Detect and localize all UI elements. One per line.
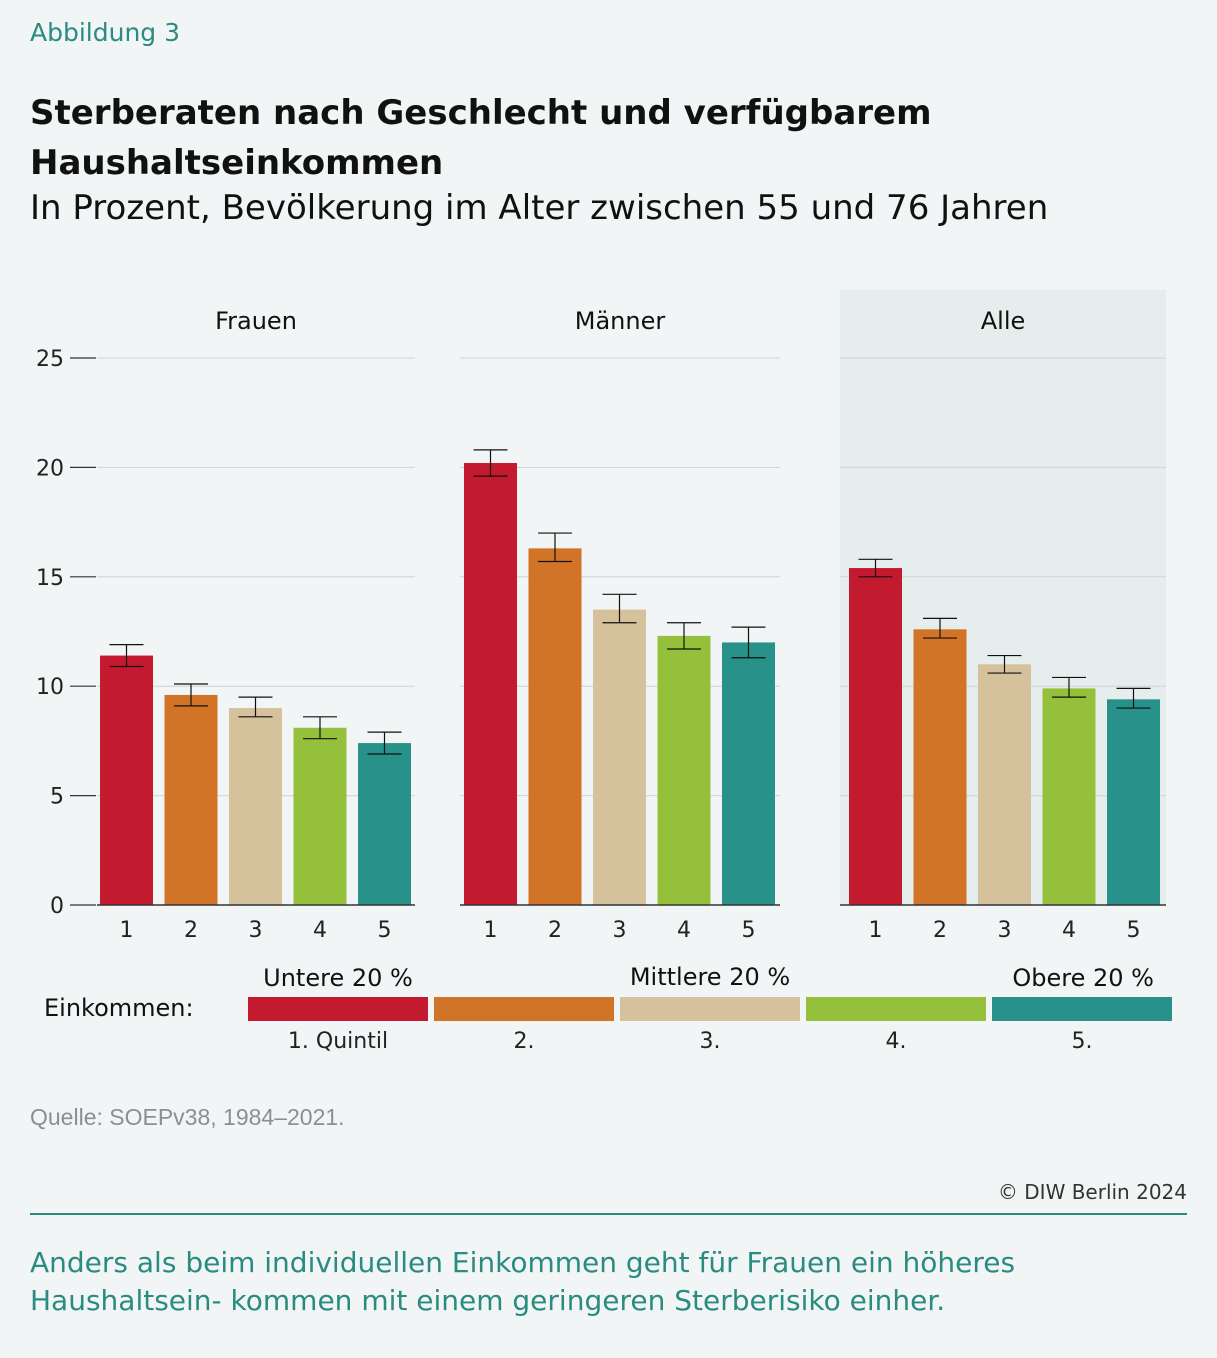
legend-swatch: [620, 997, 800, 1021]
bar: [358, 743, 411, 905]
caption: Anders als beim individuellen Einkommen …: [30, 1246, 1016, 1317]
legend-item-label: 4.: [886, 1029, 907, 1054]
legend-swatch: [434, 997, 614, 1021]
x-tick-label: 4: [1062, 918, 1076, 943]
x-tick-label: 2: [548, 918, 562, 943]
bar: [1042, 688, 1096, 905]
legend-item-label: 3.: [700, 1029, 721, 1054]
y-tick-label: 0: [50, 894, 64, 919]
legend-item-label: 1. Quintil: [288, 1029, 388, 1054]
panel-title: Alle: [981, 307, 1026, 335]
bar-chart: 0 5 10 15 20 25 Frauen 1 2 3 4 5 Männer 1 2 3 4 5 Alle 1 2 3 4…: [36, 290, 1172, 1054]
chart-subtitle: In Prozent, Bevölkerung im Alter zwische…: [30, 188, 1049, 228]
x-tick-label: 3: [249, 918, 263, 943]
chart-title: Sterberaten nach Geschlecht und verfügba…: [30, 93, 932, 183]
y-tick-label: 25: [36, 347, 64, 372]
x-tick-label: 3: [613, 918, 627, 943]
y-tick-label: 15: [36, 566, 64, 591]
legend-swatch: [248, 997, 428, 1021]
bar: [229, 708, 282, 905]
legend-group-label: Obere 20 %: [1012, 964, 1154, 992]
y-tick-label: 10: [36, 675, 64, 700]
bar: [593, 609, 646, 905]
x-tick-label: 1: [869, 918, 883, 943]
panel-title: Frauen: [215, 307, 297, 335]
x-tick-label: 5: [378, 918, 392, 943]
bar: [913, 629, 967, 905]
x-tick-label: 1: [120, 918, 134, 943]
y-tick-label: 5: [50, 785, 64, 810]
y-tick-label: 20: [36, 456, 64, 481]
source-note: Quelle: SOEPv38, 1984–2021.: [30, 1104, 345, 1130]
divider: [30, 1213, 1187, 1215]
x-tick-label: 3: [998, 918, 1012, 943]
legend-item-label: 2.: [514, 1029, 535, 1054]
x-tick-label: 5: [1127, 918, 1141, 943]
bar: [100, 655, 153, 905]
legend-group-label: Mittlere 20 %: [630, 963, 790, 991]
legend-swatch: [806, 997, 986, 1021]
legend-item-label: 5.: [1072, 1029, 1093, 1054]
bar: [528, 548, 582, 905]
x-tick-label: 4: [313, 918, 327, 943]
legend-label: Einkommen:: [44, 994, 194, 1022]
bar: [293, 727, 347, 905]
figure-label: Abbildung 3: [30, 18, 181, 47]
bar: [849, 568, 902, 905]
x-tick-label: 2: [184, 918, 198, 943]
x-tick-label: 4: [677, 918, 691, 943]
bar: [164, 694, 218, 905]
bar: [1107, 699, 1160, 905]
x-tick-label: 2: [933, 918, 947, 943]
bar: [978, 664, 1031, 905]
legend-group-label: Untere 20 %: [263, 964, 413, 992]
bar: [722, 642, 775, 905]
x-tick-label: 1: [484, 918, 498, 943]
legend-swatch: [992, 997, 1172, 1021]
panel-title: Männer: [575, 307, 666, 335]
bar: [464, 463, 517, 905]
bar: [657, 635, 711, 905]
x-tick-label: 5: [742, 918, 756, 943]
copyright: © DIW Berlin 2024: [997, 1180, 1187, 1204]
